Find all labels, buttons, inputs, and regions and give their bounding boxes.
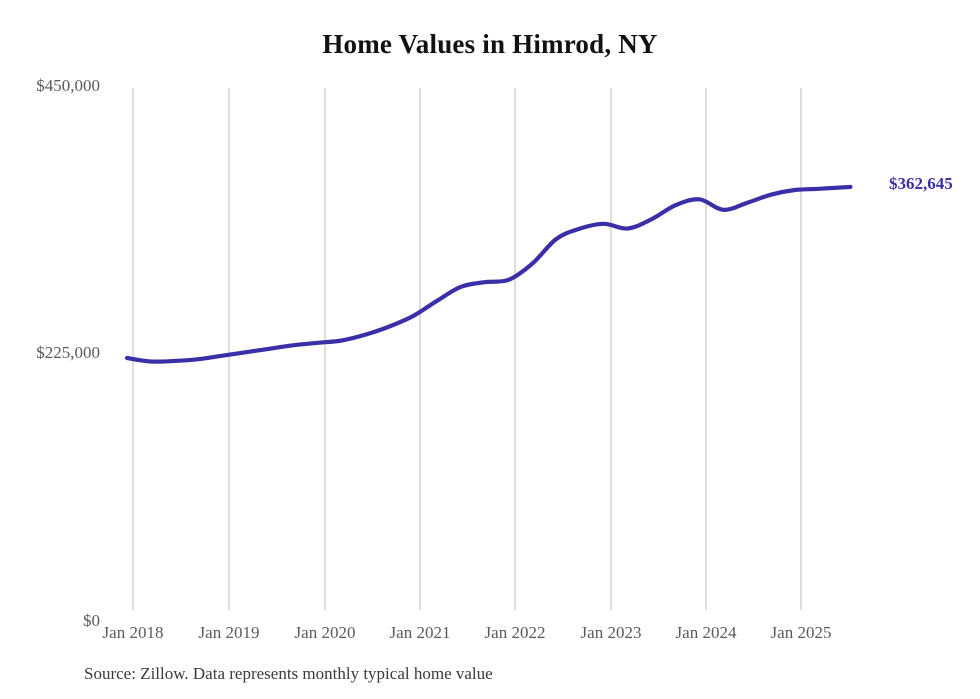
- xtick-label-jan-2025: Jan 2025: [770, 623, 832, 642]
- xtick-label-jan-2019: Jan 2019: [198, 623, 260, 642]
- xtick-label-jan-2020: Jan 2020: [294, 623, 356, 642]
- xtick-label-jan-2021: Jan 2021: [389, 623, 451, 642]
- source-note: Source: Zillow. Data represents monthly …: [84, 664, 493, 683]
- gridlines: [132, 88, 802, 610]
- ytick-label-450000: $450,000: [36, 76, 100, 95]
- xtick-label-jan-2024: Jan 2024: [675, 623, 737, 642]
- xtick-label-jan-2023: Jan 2023: [580, 623, 642, 642]
- home-value-line: [124, 184, 853, 364]
- end-value-annotation: $362,645: [889, 174, 953, 193]
- page-title: Home Values in Himrod, NY: [322, 29, 658, 59]
- ytick-label-0: $0: [83, 611, 100, 630]
- xtick-label-jan-2022: Jan 2022: [484, 623, 546, 642]
- xtick-label-jan-2018: Jan 2018: [102, 623, 164, 642]
- ytick-label-225000: $225,000: [36, 343, 100, 362]
